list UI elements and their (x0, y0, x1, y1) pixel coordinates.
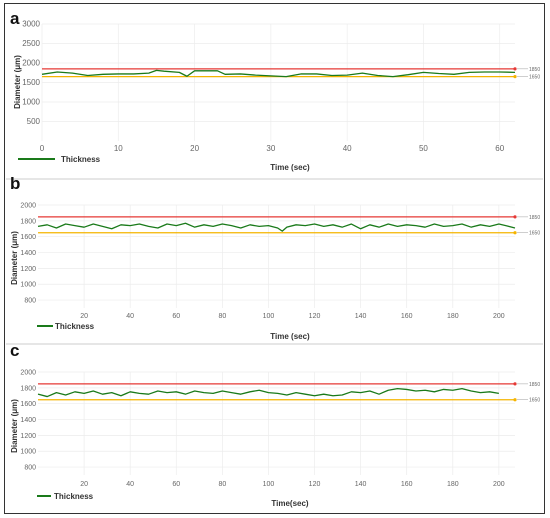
panel-b-letter: b (10, 174, 20, 193)
y-tick-label: 1200 (20, 433, 36, 440)
y-tick-label: 3000 (22, 20, 40, 29)
x-tick-label: 80 (218, 481, 226, 488)
x-tick-label: 40 (343, 144, 352, 153)
y-tick-label: 1600 (20, 401, 36, 408)
y-tick-label: 1000 (22, 98, 40, 107)
x-axis-title: Time (sec) (270, 332, 310, 341)
x-tick-label: 160 (401, 481, 413, 488)
x-tick-label: 160 (401, 313, 413, 320)
reference-label-1650: 1650 (529, 231, 540, 237)
reference-marker-1850 (513, 382, 517, 386)
x-tick-label: 30 (266, 144, 275, 153)
y-tick-label: 500 (27, 117, 41, 126)
x-axis-title: Time(sec) (271, 499, 309, 508)
y-tick-label: 1800 (20, 218, 36, 225)
x-tick-label: 120 (309, 313, 321, 320)
reference-marker-1850 (513, 215, 517, 219)
series-line-thickness (37, 222, 516, 232)
y-tick-label: 2000 (20, 370, 36, 377)
y-tick-label: 1800 (20, 385, 36, 392)
x-tick-label: 60 (172, 313, 180, 320)
series-line-thickness (37, 387, 499, 398)
x-tick-label: 200 (493, 481, 505, 488)
y-tick-label: 1500 (22, 78, 40, 87)
reference-marker-1650 (513, 75, 517, 79)
panel-c-chart: c 800 1000 1200 1400 1600 1800 2000 20 40 60 80 100 1… (10, 341, 540, 508)
y-tick-label: 800 (24, 465, 36, 472)
reference-label-1650: 1650 (529, 398, 540, 404)
panel-c-letter: c (10, 341, 19, 360)
x-tick-label: 0 (40, 144, 45, 153)
x-tick-label: 140 (355, 313, 367, 320)
y-axis-title: Diameter (μm) (10, 399, 19, 453)
y-tick-label: 1000 (20, 282, 36, 289)
series-line-thickness (41, 69, 516, 78)
x-tick-label: 40 (126, 313, 134, 320)
y-tick-label: 2500 (22, 39, 40, 48)
x-tick-label: 200 (493, 313, 505, 320)
x-tick-label: 140 (355, 481, 367, 488)
panel-b-chart: b 800 1000 1200 1400 1600 1800 2000 20 40 60 80 100 1… (10, 174, 540, 341)
x-tick-label: 40 (126, 481, 134, 488)
legend-label: Thickness (61, 155, 101, 164)
y-tick-label: 2000 (20, 203, 36, 210)
y-axis-title: Diameter (μm) (13, 55, 22, 109)
y-tick-label: 1200 (20, 266, 36, 273)
reference-marker-1650 (513, 231, 517, 235)
reference-label-1850: 1850 (529, 382, 540, 388)
reference-label-1650: 1650 (529, 75, 540, 81)
y-tick-label: 1600 (20, 234, 36, 241)
x-tick-label: 100 (263, 313, 275, 320)
x-tick-label: 50 (419, 144, 428, 153)
y-tick-label: 1400 (20, 250, 36, 257)
x-tick-label: 20 (190, 144, 199, 153)
y-tick-label: 800 (24, 298, 36, 305)
panel-a-chart: a 500 1000 1500 2000 2500 3000 0 10 20 30 40 50 60 Tim… (10, 9, 540, 172)
x-axis-title: Time (sec) (270, 163, 310, 172)
x-tick-label: 20 (80, 481, 88, 488)
figure-frame (4, 3, 545, 514)
x-tick-label: 180 (447, 313, 459, 320)
y-tick-label: 1000 (20, 449, 36, 456)
x-tick-label: 10 (114, 144, 123, 153)
y-tick-label: 1400 (20, 417, 36, 424)
reference-label-1850: 1850 (529, 215, 540, 221)
x-tick-label: 60 (495, 144, 504, 153)
y-tick-label: 2000 (22, 59, 40, 68)
y-axis-title: Diameter (μm) (10, 231, 19, 285)
reference-marker-1850 (513, 67, 517, 71)
x-tick-label: 100 (263, 481, 275, 488)
x-tick-label: 60 (172, 481, 180, 488)
x-tick-label: 80 (218, 313, 226, 320)
reference-label-1850: 1850 (529, 67, 540, 73)
legend-label: Thickness (55, 322, 95, 331)
x-tick-label: 20 (80, 313, 88, 320)
reference-marker-1650 (513, 398, 517, 402)
panel-a-letter: a (10, 9, 20, 28)
x-tick-label: 120 (309, 481, 321, 488)
legend-label: Thickness (54, 492, 94, 501)
x-tick-label: 180 (447, 481, 459, 488)
